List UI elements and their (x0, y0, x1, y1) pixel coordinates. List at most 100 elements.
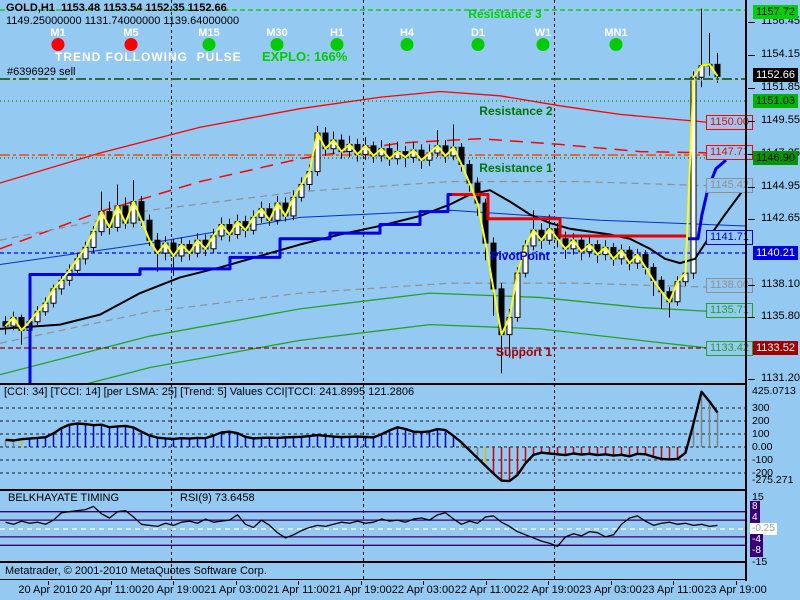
time-axis-tick (235, 581, 237, 585)
gray-envelope-lower (0, 282, 717, 344)
price-axis-label: 1144.95 (761, 180, 800, 192)
timeframe-status-dot[interactable] (124, 38, 138, 51)
green-envelope-lower (0, 323, 717, 407)
time-axis-tick (110, 581, 112, 585)
time-axis-label: 20 Apr 19:00 (141, 584, 205, 596)
timeframe-button-w1[interactable]: W1 (534, 27, 552, 39)
cci-axis-label: 300 (752, 402, 770, 414)
zone-label: PivotPoint (490, 249, 550, 263)
day-separator-line (554, 0, 555, 581)
time-axis-label: 22 Apr 11:00 (454, 584, 517, 596)
price-axis-tick (748, 379, 755, 380)
price-axis-label: 1138.10 (761, 278, 800, 290)
price-axis-badge: 1146.90 (753, 151, 798, 165)
price-axis-label: 1154.15 (761, 48, 800, 60)
timeframe-status-dot[interactable] (400, 38, 414, 51)
cci-canvas[interactable] (0, 385, 745, 489)
time-axis-tick (360, 581, 362, 585)
timeframe-button-m5[interactable]: M5 (123, 27, 139, 39)
red-trend-down (452, 192, 688, 238)
time-axis-tick (485, 581, 487, 585)
red-envelope-upper (0, 90, 717, 184)
cci-axis-label: 100 (752, 428, 770, 440)
line-value-box: 1133.42 (706, 341, 753, 356)
price-axis-tick (748, 88, 755, 89)
cci-panel[interactable]: [CCI: 34] [TCCI: 14] [per LSMA: 25] [Tre… (0, 385, 745, 489)
rsi-panel[interactable]: BELKHAYATE TIMING RSI(9) 73.6458 (0, 491, 745, 561)
time-axis-tick (298, 581, 299, 585)
symbol-ohlc-line: GOLD,H1 1153.48 1153.54 1152.35 1152.66 (6, 2, 227, 14)
rsi-axis-label: -15 (752, 556, 768, 568)
price-axis-label: 1142.65 (761, 212, 800, 224)
thin-blue-ma (0, 209, 746, 266)
timeframe-status-dot[interactable] (536, 38, 550, 51)
price-axis-tick (748, 187, 755, 188)
timeframe-button-d1[interactable]: D1 (470, 27, 486, 39)
price-axis-badge: 1140.21 (753, 246, 798, 260)
time-axis-label: 23 Apr 11:00 (642, 584, 704, 596)
time-axis-tick (48, 581, 49, 585)
timeframe-button-m15[interactable]: M15 (198, 27, 220, 39)
time-axis-tick (423, 581, 424, 585)
rsi-axis-badge: -0.25 (750, 523, 777, 535)
price-axis-badge: 1133.52 (753, 341, 798, 355)
time-axis-tick (173, 581, 174, 585)
chart-right-border (745, 0, 747, 581)
cci-axis-label: 0.00 (752, 441, 773, 453)
zone-label: Resistance 3 (468, 7, 542, 21)
price-axis-tick (748, 55, 755, 56)
trend-following-label: TREND FOLLOWING PULSE (55, 50, 242, 64)
rsi-axis-badge: -4 (750, 534, 763, 546)
timeframe-button-m30[interactable]: M30 (266, 27, 288, 39)
cci-axis-label: -100 (752, 454, 774, 466)
timeframe-button-h4[interactable]: H4 (399, 27, 415, 39)
timeframe-button-h1[interactable]: H1 (329, 27, 345, 39)
rsi-axis-badge: 8 (750, 501, 760, 513)
time-axis-tick (610, 581, 612, 585)
time-axis-label: 23 Apr 03:00 (579, 584, 642, 596)
price-axis-label: 1135.80 (761, 310, 800, 322)
price-axis-badge: 1152.66 (753, 68, 798, 82)
main-chart-panel[interactable] (0, 0, 747, 407)
day-separator-line (363, 0, 364, 581)
timeframe-status-dot[interactable] (330, 38, 344, 51)
price-axis-label: 1151.85 (761, 81, 800, 93)
cci-axis-label: 200 (752, 415, 770, 427)
timeframe-button-mn1[interactable]: MN1 (604, 27, 628, 39)
timeframe-button-m1[interactable]: M1 (50, 27, 66, 39)
price-chart-canvas[interactable] (0, 0, 747, 407)
time-axis-label: 20 Apr 11:00 (79, 584, 142, 596)
line-value-box: 1150.00 (706, 115, 753, 130)
explo-label: EXPLO: 166% (262, 49, 348, 64)
timeframe-status-dot[interactable] (270, 38, 284, 51)
line-value-box: 1135.71 (706, 303, 753, 318)
time-axis-label: 21 Apr 03:00 (204, 584, 267, 596)
time-axis-tick (735, 581, 737, 585)
time-axis-label: 23 Apr 19:00 (704, 584, 767, 596)
time-axis-tick (548, 581, 549, 585)
time-axis-tick (673, 581, 674, 585)
timeframe-status-dot[interactable] (202, 38, 216, 51)
rsi-axis-badge: -8 (750, 545, 763, 557)
divider-main-cci (0, 383, 747, 385)
price-axis-label: 1131.20 (761, 372, 800, 384)
price-axis-tick (748, 22, 755, 23)
timeframe-status-dot[interactable] (471, 38, 485, 51)
rsi-header-left: BELKHAYATE TIMING (8, 492, 120, 504)
price-axis-badge: 1157.72 (753, 5, 798, 19)
time-axis-label: 22 Apr 03:00 (391, 584, 455, 596)
timeframe-status-dot[interactable] (609, 38, 623, 51)
line-value-box: 1141.71 (706, 230, 753, 245)
day-separator-line (171, 0, 172, 581)
cci-axis-label: -200 (752, 467, 774, 479)
divider-rsi-footer (0, 561, 747, 563)
price-axis-badge: 1151.03 (753, 94, 798, 108)
timeframe-status-dot[interactable] (51, 38, 65, 51)
zone-label: Support 1 (496, 345, 552, 359)
cci-header: [CCI: 34] [TCCI: 14] [per LSMA: 25] [Tre… (4, 386, 415, 398)
rsi-canvas[interactable] (0, 491, 745, 561)
divider-cci-rsi (0, 489, 747, 491)
line-value-box: 1138.00 (706, 278, 753, 293)
time-axis-label: 22 Apr 19:00 (516, 584, 580, 596)
